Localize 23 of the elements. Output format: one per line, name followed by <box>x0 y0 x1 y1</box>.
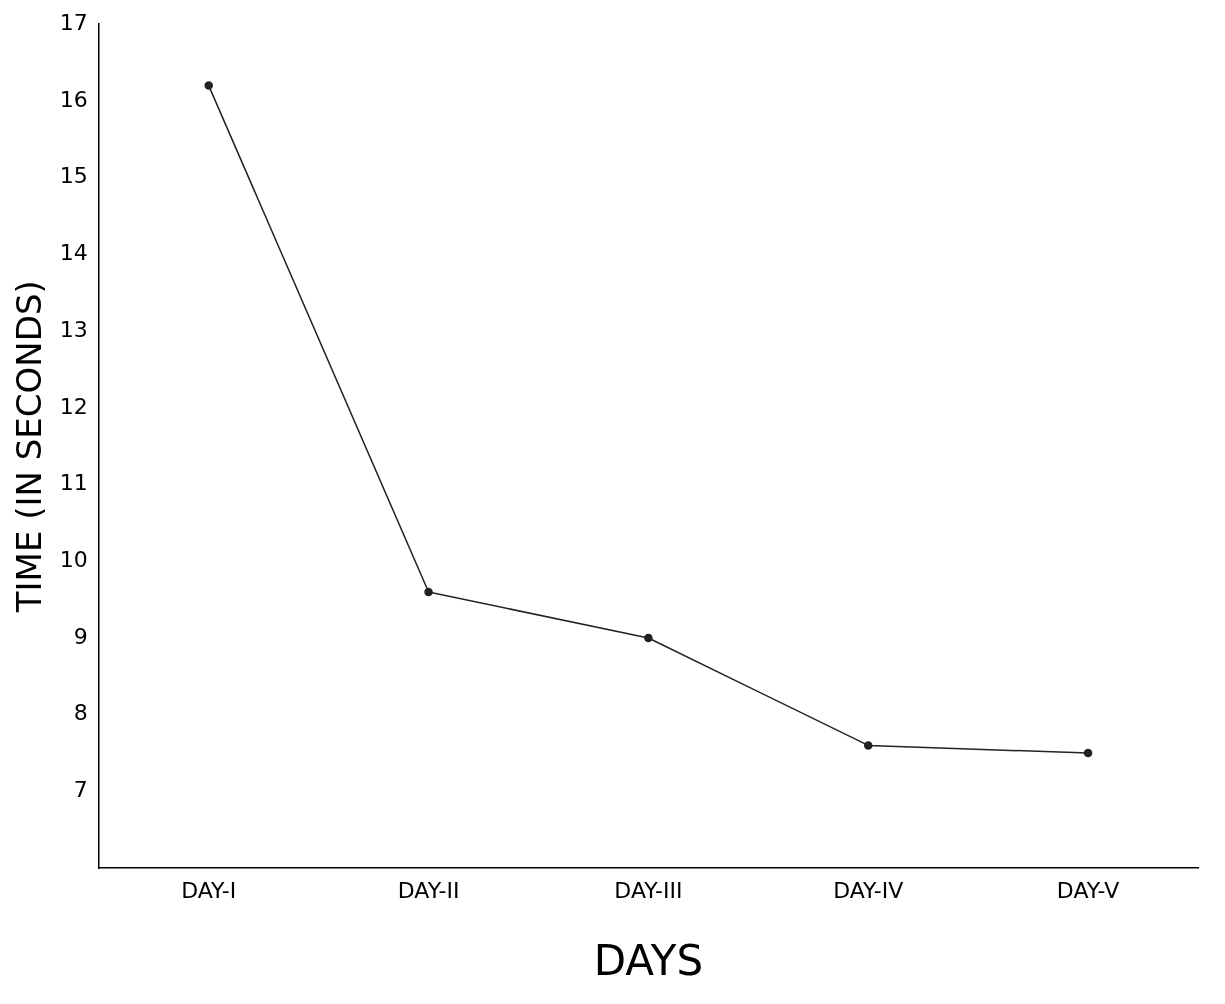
y-tick-label: 10 <box>59 547 88 573</box>
y-tick-label: 9 <box>73 623 88 649</box>
y-tick-label: 16 <box>59 86 88 112</box>
y-tick-label: 11 <box>59 470 88 496</box>
y-tick-label: 17 <box>59 9 88 35</box>
point <box>424 587 433 597</box>
x-tick-label: DAY-IV <box>833 878 904 904</box>
y-axis-title: TIME (IN SECONDS) <box>9 280 50 614</box>
y-tick-label: 14 <box>59 240 88 266</box>
x-tick-label: DAY-I <box>181 878 237 904</box>
x-tick-label: DAY-V <box>1056 878 1120 904</box>
y-tick-label: 13 <box>59 316 88 342</box>
point <box>204 81 213 90</box>
x-axis-title: DAYS <box>593 935 704 985</box>
point <box>863 741 873 750</box>
point <box>644 633 653 643</box>
y-tick-label: 15 <box>59 163 88 189</box>
x-tick-label: DAY-III <box>614 878 683 904</box>
x-tick-label: DAY-II <box>397 878 460 904</box>
point <box>1083 748 1093 758</box>
y-tick-label: 7 <box>73 777 88 803</box>
y-tick-label: 8 <box>73 700 88 726</box>
y-tick-label: 12 <box>59 393 88 419</box>
